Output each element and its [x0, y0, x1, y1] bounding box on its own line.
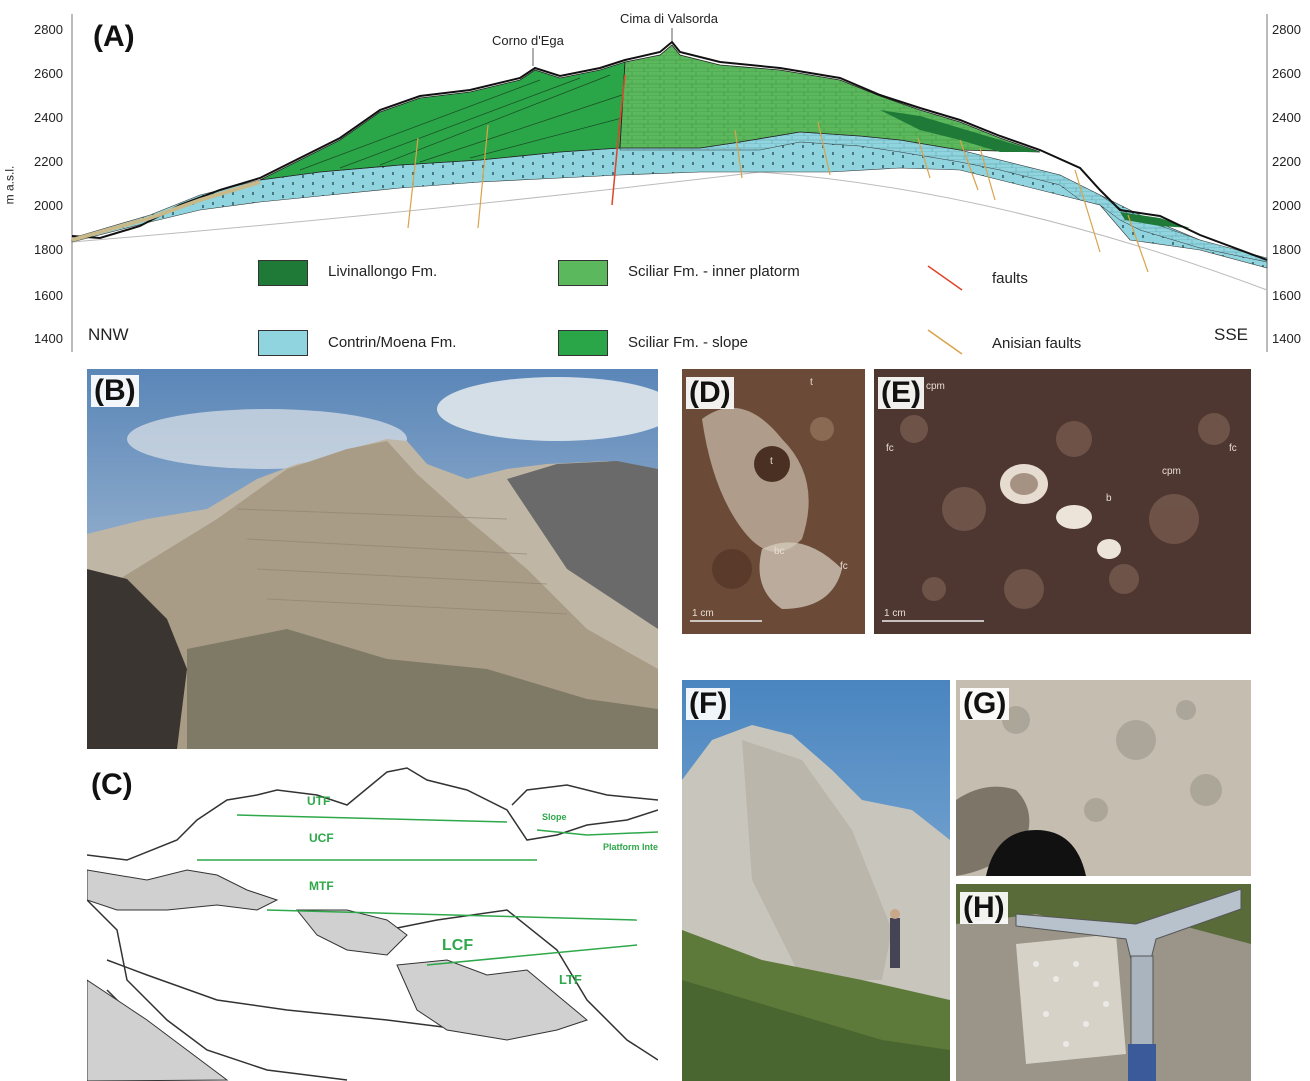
panel-g-photo: (G)	[956, 680, 1251, 876]
thin-e-label-cpm2: cpm	[1162, 466, 1181, 477]
tick-right-2400: 2400	[1272, 110, 1301, 125]
tick-left-2800: 2800	[34, 22, 63, 37]
thin-e-label-fc1: fc	[886, 443, 894, 454]
panel-f-label: (F)	[686, 688, 731, 720]
tick-right-2800: 2800	[1272, 22, 1301, 37]
legend-label-sciliar-slope: Sciliar Fm. - slope	[628, 334, 749, 351]
cross-section-drawing	[71, 14, 1268, 355]
panel-d-thin-section: t t bc fc 1 cm (D)	[682, 369, 865, 634]
peak-label-corno-dega: Corno d'Ega	[492, 33, 564, 48]
thin-e-label-fc2: fc	[1229, 443, 1237, 454]
legend-swatch-sciliar-inner	[558, 260, 608, 286]
outcrop-photo	[682, 680, 950, 1081]
panel-e-label: (E)	[878, 377, 924, 409]
panel-a-label: (A)	[93, 20, 135, 53]
sketch-label-lcf: LCF	[442, 937, 473, 954]
gray-outcrop-1	[87, 869, 279, 911]
thin-d-scale: 1 cm	[692, 608, 714, 619]
legend-label-anisian-faults: Anisian faults	[992, 335, 1082, 352]
livinallongo-unit	[880, 110, 1040, 152]
panel-g-label: (G)	[960, 688, 1010, 720]
legend-swatch-contrin	[258, 330, 308, 356]
tick-left-1400: 1400	[34, 331, 63, 346]
panel-h-label: (H)	[960, 892, 1008, 924]
tick-right-2200: 2200	[1272, 154, 1301, 169]
person-figure	[890, 918, 900, 968]
legend-fault-symbol	[927, 265, 963, 291]
tick-right-1400: 1400	[1272, 331, 1301, 346]
sketch-label-ucf: UCF	[309, 831, 334, 845]
mountain-photo	[87, 369, 658, 749]
legend-label-sciliar-inner: Sciliar Fm. - inner platorm	[628, 263, 800, 280]
thin-d-label-t2: t	[770, 456, 773, 467]
drill-hole	[986, 830, 1086, 876]
tick-right-2000: 2000	[1272, 198, 1301, 213]
tick-right-2600: 2600	[1272, 66, 1301, 81]
topography-line	[71, 40, 1268, 261]
direction-right: SSE	[1214, 325, 1249, 344]
thin-d-label-bc: bc	[774, 546, 785, 557]
hammer-head	[1015, 888, 1242, 960]
thin-section-e-image: cpm fc cpm b fc 1 cm	[874, 369, 1251, 634]
tick-left-1600: 1600	[34, 288, 63, 303]
legend-label-contrin: Contrin/Moena Fm.	[328, 334, 457, 351]
sketch-label-ltf: LTF	[559, 972, 582, 987]
thin-e-label-b: b	[1106, 493, 1112, 504]
anisian-faults	[407, 121, 1149, 273]
panel-a-cross-section: (A) m a.s.l. 2800 2600 2400 2200 2000 18…	[0, 0, 1310, 362]
panel-e-thin-section: cpm fc cpm b fc 1 cm (E)	[874, 369, 1251, 634]
legend-anisian-fault-symbol	[927, 329, 963, 355]
tick-left-2200: 2200	[34, 154, 63, 169]
interpretive-sketch: UTF UCF MTF LCF LTF Slope Platform Inter…	[87, 767, 658, 1081]
tick-right-1800: 1800	[1272, 242, 1301, 257]
fault-red	[611, 74, 626, 206]
tick-left-2400: 2400	[34, 110, 63, 125]
thin-section-d-image: t t bc fc 1 cm	[682, 369, 865, 634]
legend-swatch-livinallongo	[258, 260, 308, 286]
tick-left-2000: 2000	[34, 198, 63, 213]
thin-d-label-fc: fc	[840, 561, 848, 572]
tick-left-2600: 2600	[34, 66, 63, 81]
sketch-label-mtf: MTF	[309, 879, 334, 893]
rock-closeup-g	[956, 680, 1251, 876]
hammer-photo	[956, 884, 1251, 1081]
panel-b-photo: (B)	[87, 369, 658, 749]
panel-c-sketch: UTF UCF MTF LCF LTF Slope Platform Inter…	[87, 760, 658, 1081]
direction-left: NNW	[88, 325, 129, 344]
panel-f-photo: (F)	[682, 680, 950, 1081]
legend-label-faults: faults	[992, 270, 1028, 287]
sketch-label-platform-interior: Platform Interior	[603, 842, 658, 852]
gray-outcrop-2	[295, 909, 408, 956]
sketch-label-utf: UTF	[307, 794, 330, 808]
legend-swatch-sciliar-slope	[558, 330, 608, 356]
panel-h-photo: (H)	[956, 884, 1251, 1081]
gray-outcrop-3	[396, 959, 589, 1041]
sketch-label-slope: Slope	[542, 812, 567, 822]
panel-b-label: (B)	[91, 375, 139, 407]
tick-left-1800: 1800	[34, 242, 63, 257]
thin-e-label-cpm1: cpm	[926, 381, 945, 392]
thin-e-scale: 1 cm	[884, 608, 906, 619]
peak-label-cima-di-valsorda: Cima di Valsorda	[620, 11, 719, 26]
panel-d-label: (D)	[686, 377, 734, 409]
legend-label-livinallongo: Livinallongo Fm.	[328, 263, 438, 280]
tick-right-1600: 1600	[1272, 288, 1301, 303]
panel-c-label: (C)	[91, 768, 133, 801]
thin-d-label-t1: t	[810, 377, 813, 388]
